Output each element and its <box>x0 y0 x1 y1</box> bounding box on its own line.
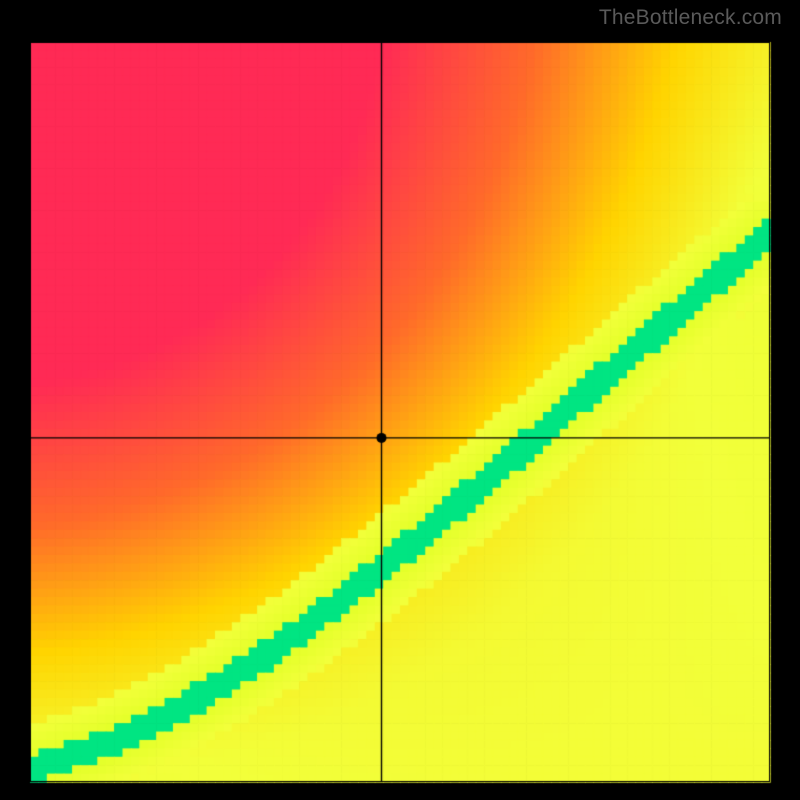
bottleneck-heatmap-canvas <box>0 0 800 800</box>
chart-container: { "watermark": "TheBottleneck.com", "can… <box>0 0 800 800</box>
watermark-text: TheBottleneck.com <box>599 6 782 30</box>
